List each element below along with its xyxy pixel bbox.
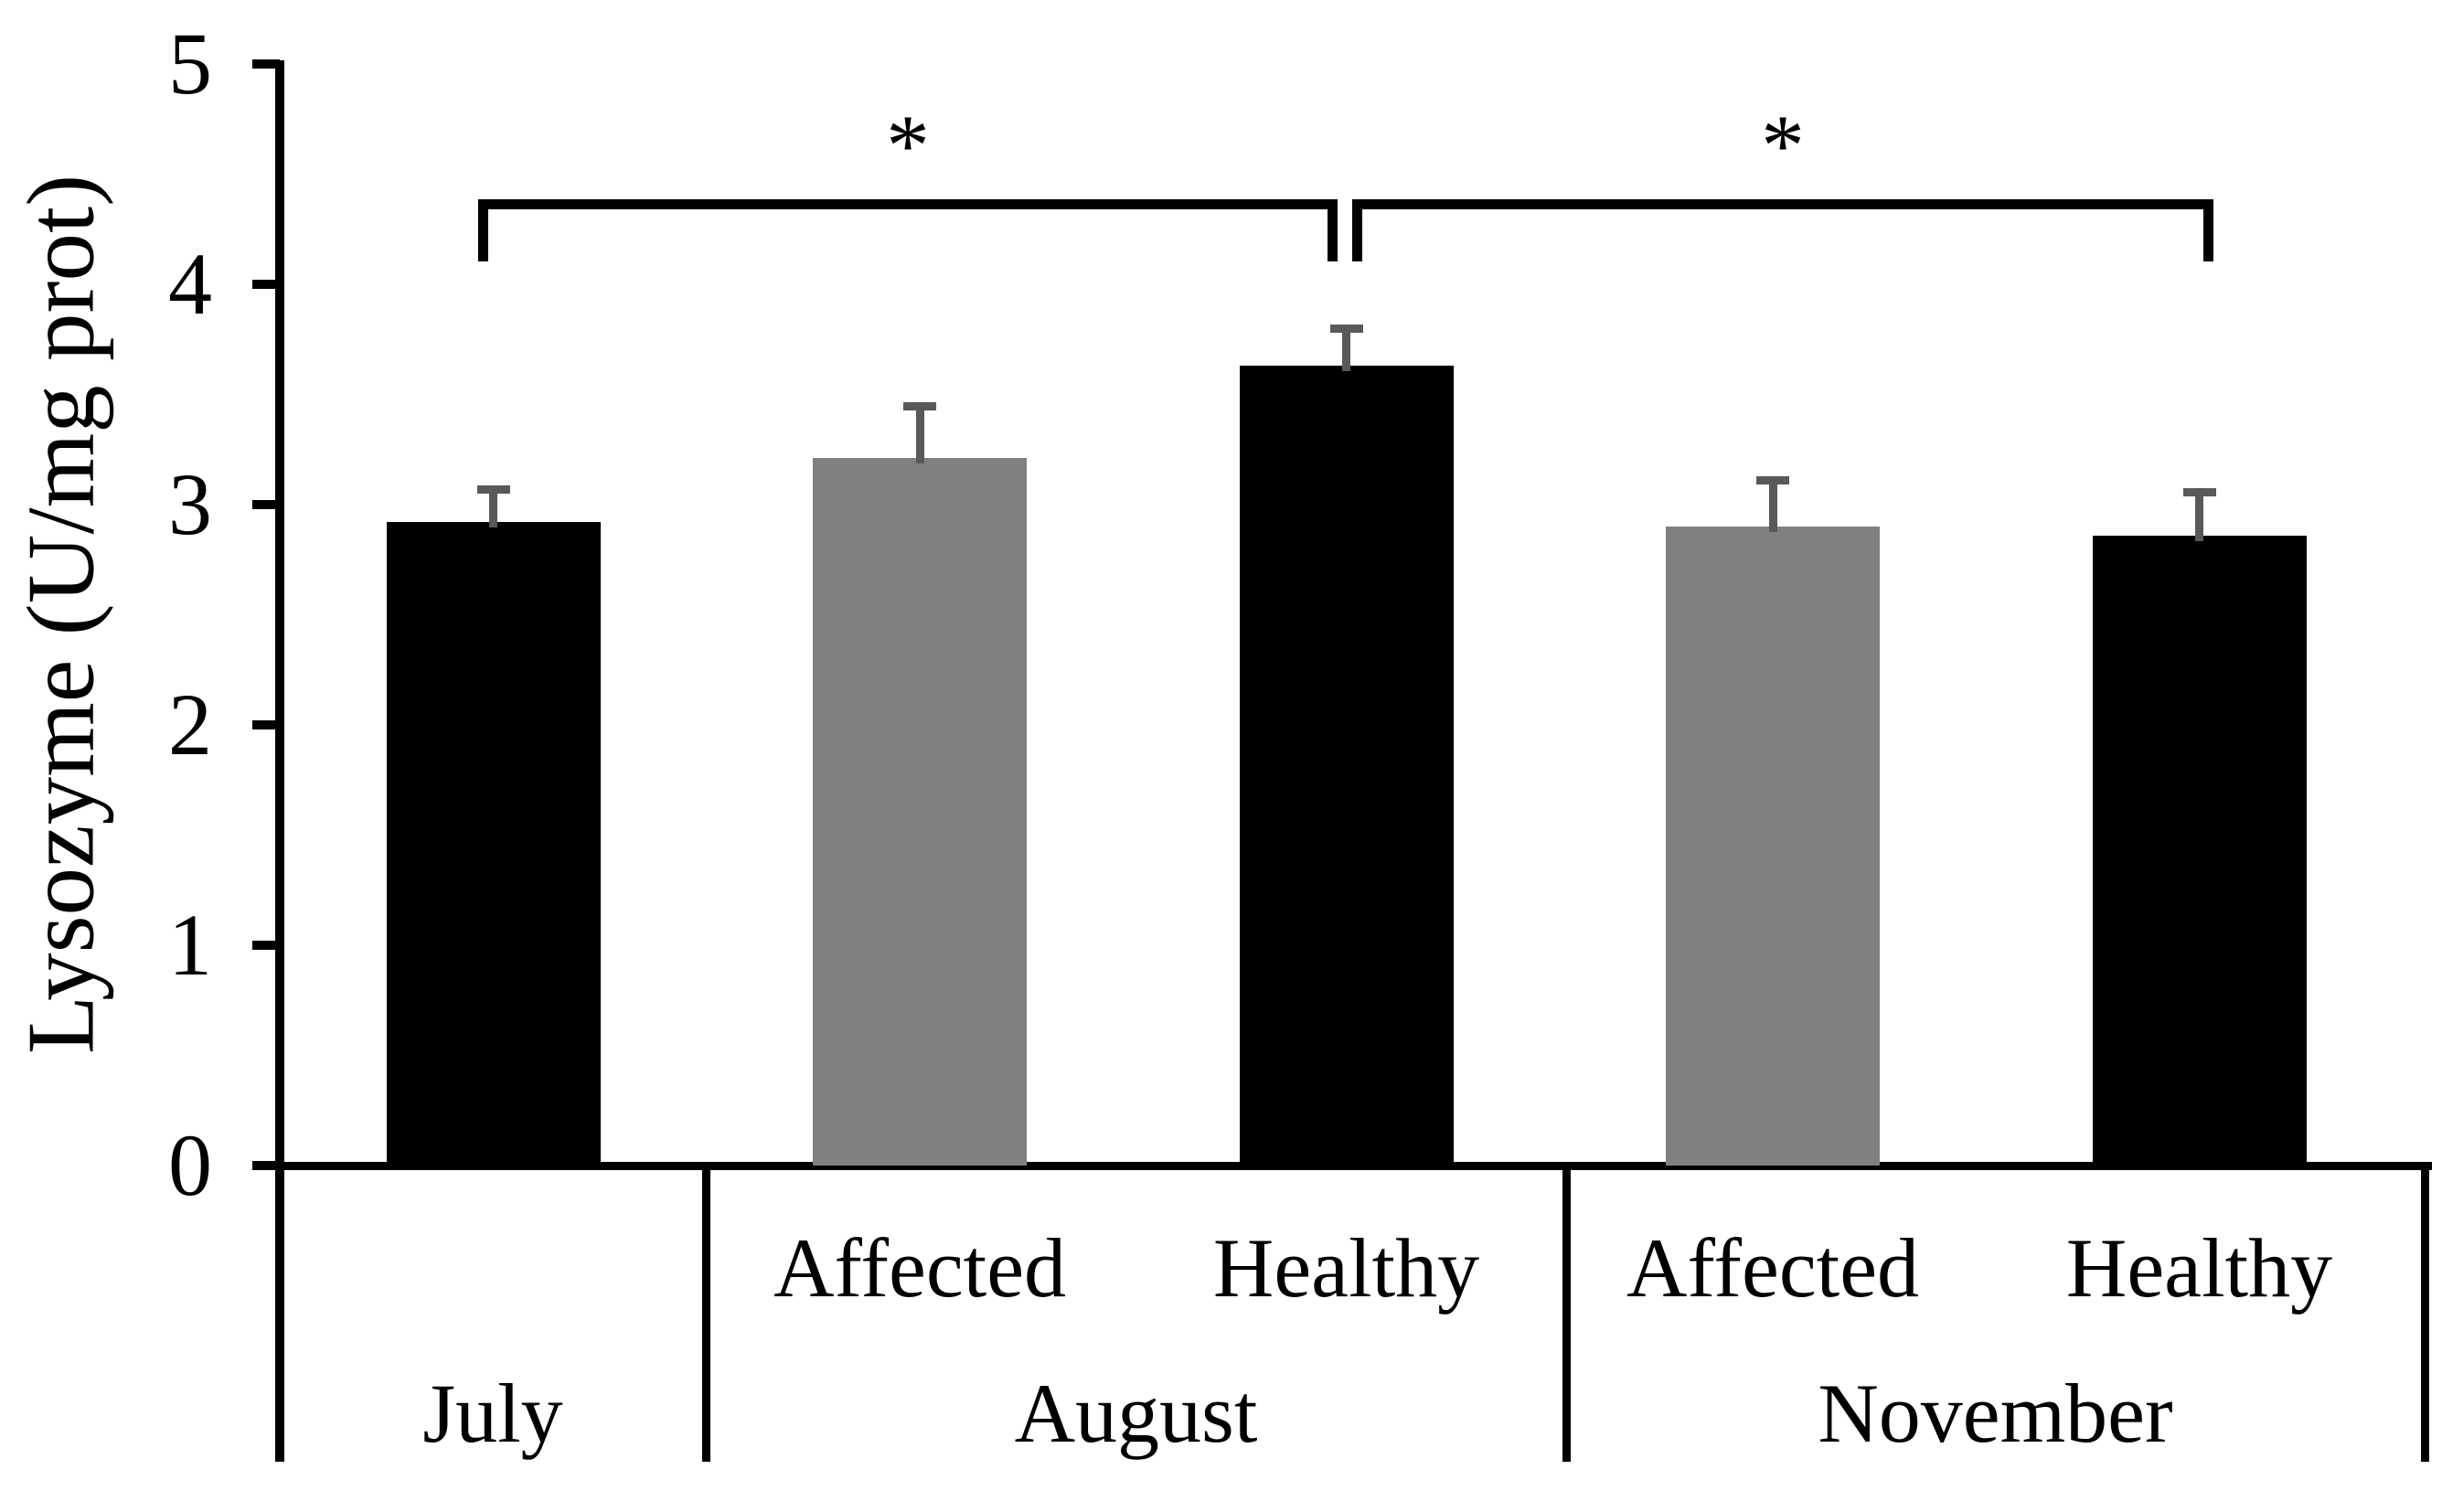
y-axis-tick-label: 1 [168,896,212,994]
error-bar-stem [1342,328,1350,372]
y-axis-tick [252,941,280,950]
y-axis-tick [252,720,280,729]
y-axis-tick-label: 4 [168,235,212,333]
error-bar-stem [915,405,924,464]
significance-bracket-right-drop [1328,199,1338,261]
significance-bracket [478,199,1338,209]
error-bar-stem [1768,480,1777,533]
bar-august-affected [813,458,1027,1166]
y-axis-tick-label: 0 [168,1116,212,1214]
condition-label-healthy-2: Healthy [1212,1221,1480,1315]
group-label-november: November [1818,1367,2173,1460]
condition-label-affected-3: Affected [1626,1221,1920,1315]
error-bar-stem [489,489,497,528]
group-label-july: July [422,1367,563,1460]
y-axis-tick [252,280,280,289]
y-axis-tick [252,1161,280,1170]
y-axis-tick-label: 5 [168,15,212,112]
y-axis-tick [252,500,280,509]
condition-label-affected-1: Affected [773,1221,1067,1315]
y-axis-line [275,60,284,1462]
bar-july [386,522,601,1166]
error-bar-cap [476,485,510,495]
error-bar-stem [2195,491,2203,541]
x-axis-line [280,1162,2432,1170]
group-label-august: August [1014,1367,1258,1460]
error-bar-cap [2182,487,2216,496]
error-bar-cap [1329,325,1363,334]
table-column-separator [701,1162,710,1462]
significance-asterisk: * [886,97,930,194]
condition-label-healthy-4: Healthy [2065,1221,2333,1315]
y-axis-tick-label: 3 [168,455,212,553]
bar-august-healthy [1239,366,1454,1166]
significance-asterisk: * [1761,97,1805,194]
error-bar-cap [1756,476,1789,485]
significance-bracket-left-drop [1352,199,1362,261]
y-axis-tick-label: 2 [168,676,212,773]
bar-november-healthy [2092,535,2307,1166]
significance-bracket-right-drop [2203,199,2213,261]
table-column-separator [1562,1162,1571,1462]
significance-bracket [1352,199,2213,209]
significance-bracket-left-drop [478,199,488,261]
y-axis-tick [252,59,280,69]
bar-november-affected [1666,527,1880,1166]
error-bar-cap [903,401,936,410]
table-column-separator [2420,1162,2429,1462]
